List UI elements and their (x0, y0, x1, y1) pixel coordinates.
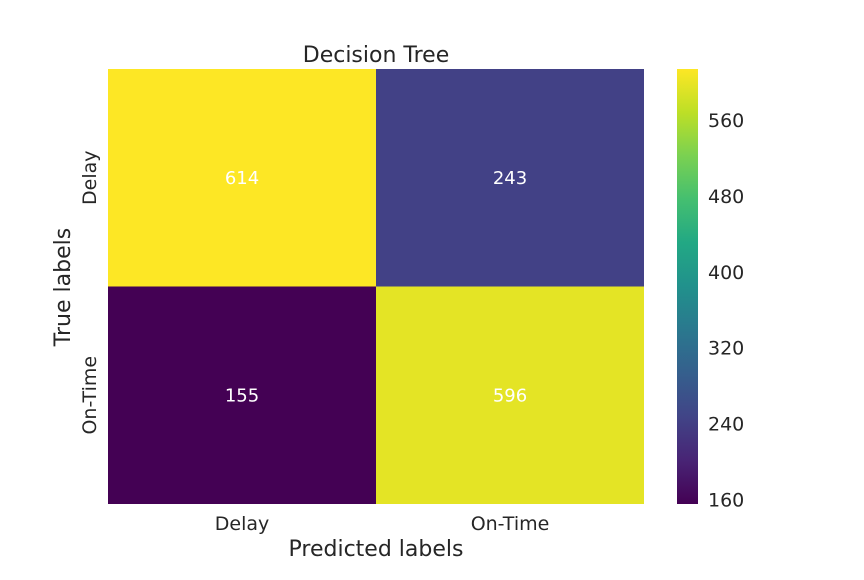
y-tick-labels: Delay On-Time (79, 151, 101, 435)
x-tick-labels: Delay On-Time (215, 513, 550, 535)
colorbar-gradient (677, 69, 698, 504)
x-tick-label: On-Time (471, 513, 550, 535)
cell-value-label: 614 (225, 168, 259, 189)
heatmap-cell (108, 69, 376, 287)
x-axis-label: Predicted labels (289, 537, 464, 562)
x-tick-label: Delay (215, 513, 270, 535)
cell-value-label: 155 (225, 385, 259, 406)
colorbar-tick-label: 480 (708, 186, 744, 208)
colorbar-tick-label: 560 (708, 110, 744, 132)
y-tick-label: Delay (79, 151, 101, 206)
cell-value-label: 596 (493, 385, 527, 406)
colorbar: 160 240 320 400 480 560 (677, 69, 744, 511)
colorbar-tick-label: 160 (708, 489, 744, 511)
cell-annotations: 614 243 155 596 (225, 168, 527, 407)
y-tick-label: On-Time (79, 356, 101, 435)
cell-value-label: 243 (493, 168, 527, 189)
heatmap-cell (376, 286, 644, 504)
colorbar-tick-label: 320 (708, 338, 744, 360)
heatmap-cell (376, 69, 644, 287)
colorbar-tick-label: 240 (708, 413, 744, 435)
y-axis-label: True labels (51, 228, 76, 347)
colorbar-tick-label: 400 (708, 262, 744, 284)
chart-title: Decision Tree (303, 43, 450, 68)
heatmap-cell (108, 286, 376, 504)
heatmap-cells (108, 69, 644, 504)
